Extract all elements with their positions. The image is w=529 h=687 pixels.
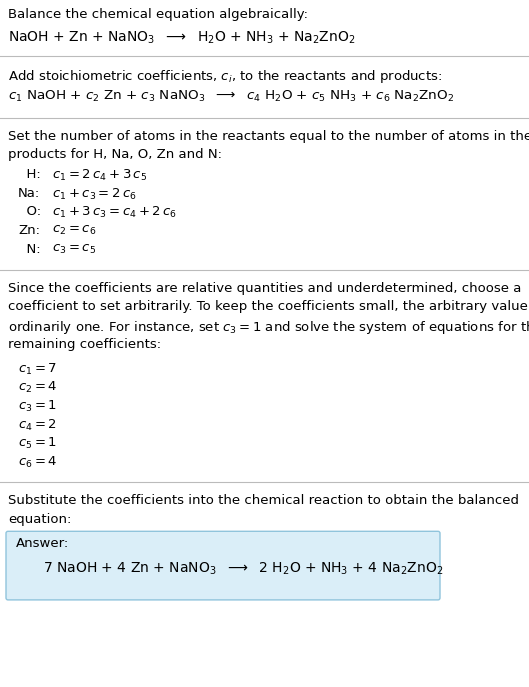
- Text: $c_1 = 7$: $c_1 = 7$: [18, 361, 57, 376]
- Text: Add stoichiometric coefficients, $c_i$, to the reactants and products:: Add stoichiometric coefficients, $c_i$, …: [8, 68, 442, 85]
- Text: $c_2 = 4$: $c_2 = 4$: [18, 381, 58, 396]
- Text: $c_1 + c_3 = 2\,c_6$: $c_1 + c_3 = 2\,c_6$: [52, 186, 136, 201]
- Text: $c_6 = 4$: $c_6 = 4$: [18, 455, 58, 470]
- Text: ordinarily one. For instance, set $c_3 = 1$ and solve the system of equations fo: ordinarily one. For instance, set $c_3 =…: [8, 319, 529, 336]
- Text: $c_1$ NaOH + $c_2$ Zn + $c_3$ NaNO$_3$  $\longrightarrow$  $c_4$ H$_2$O + $c_5$ : $c_1$ NaOH + $c_2$ Zn + $c_3$ NaNO$_3$ $…: [8, 89, 454, 104]
- Text: $c_5 = 1$: $c_5 = 1$: [18, 436, 57, 451]
- Text: Since the coefficients are relative quantities and underdetermined, choose a: Since the coefficients are relative quan…: [8, 282, 522, 295]
- Text: Answer:: Answer:: [16, 537, 69, 550]
- Text: Set the number of atoms in the reactants equal to the number of atoms in the: Set the number of atoms in the reactants…: [8, 130, 529, 142]
- Text: N:: N:: [18, 243, 41, 256]
- Text: Balance the chemical equation algebraically:: Balance the chemical equation algebraica…: [8, 8, 308, 21]
- Text: NaOH + Zn + NaNO$_3$  $\longrightarrow$  H$_2$O + NH$_3$ + Na$_2$ZnO$_2$: NaOH + Zn + NaNO$_3$ $\longrightarrow$ H…: [8, 30, 355, 45]
- Text: remaining coefficients:: remaining coefficients:: [8, 338, 161, 351]
- Text: $c_1 = 2\,c_4 + 3\,c_5$: $c_1 = 2\,c_4 + 3\,c_5$: [52, 168, 147, 183]
- Text: equation:: equation:: [8, 513, 71, 526]
- Text: products for H, Na, O, Zn and N:: products for H, Na, O, Zn and N:: [8, 148, 222, 161]
- Text: 7 NaOH + 4 Zn + NaNO$_3$  $\longrightarrow$  2 H$_2$O + NH$_3$ + 4 Na$_2$ZnO$_2$: 7 NaOH + 4 Zn + NaNO$_3$ $\longrightarro…: [43, 561, 443, 578]
- Text: H:: H:: [18, 168, 41, 181]
- Text: O:: O:: [18, 205, 41, 218]
- Text: coefficient to set arbitrarily. To keep the coefficients small, the arbitrary va: coefficient to set arbitrarily. To keep …: [8, 300, 529, 313]
- Text: Na:: Na:: [18, 186, 40, 199]
- Text: $c_1 + 3\,c_3 = c_4 + 2\,c_6$: $c_1 + 3\,c_3 = c_4 + 2\,c_6$: [52, 205, 177, 221]
- Text: Zn:: Zn:: [18, 224, 40, 237]
- Text: $c_2 = c_6$: $c_2 = c_6$: [52, 224, 96, 237]
- Text: $c_3 = c_5$: $c_3 = c_5$: [52, 243, 96, 256]
- Text: Substitute the coefficients into the chemical reaction to obtain the balanced: Substitute the coefficients into the che…: [8, 494, 519, 507]
- Text: $c_4 = 2$: $c_4 = 2$: [18, 418, 57, 433]
- Text: $c_3 = 1$: $c_3 = 1$: [18, 399, 57, 414]
- FancyBboxPatch shape: [6, 531, 440, 600]
